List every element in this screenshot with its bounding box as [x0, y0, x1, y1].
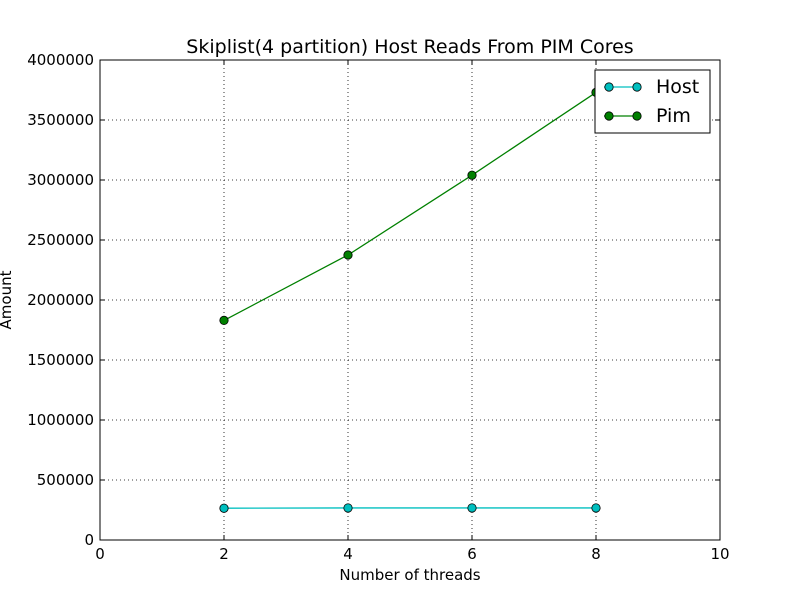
data-point-pim	[219, 315, 229, 325]
axis-ticks: 0 2 4 6 8 10 0 500000 1000000 1500000 2000000 25000…	[27, 51, 729, 563]
y-tick-label: 1500000	[27, 351, 94, 369]
data-point-host	[343, 503, 353, 513]
y-tick-label: 3000000	[27, 171, 94, 189]
legend-label-pim: Pim	[656, 105, 691, 127]
x-tick-label: 4	[343, 545, 353, 563]
x-tick-label: 2	[219, 545, 229, 563]
data-point-host	[467, 503, 477, 513]
legend-marker-host	[604, 82, 614, 92]
y-tick-label: 4000000	[27, 51, 94, 69]
x-tick-label: 6	[467, 545, 477, 563]
data-point-pim	[343, 250, 353, 260]
data-point-host	[591, 503, 601, 513]
y-axis-label: Amount	[0, 270, 15, 329]
x-tick-label: 0	[95, 545, 105, 563]
legend: Host Pim	[594, 69, 711, 134]
y-tick-label: 500000	[37, 471, 94, 489]
y-tick-label: 3500000	[27, 111, 94, 129]
series-layer	[219, 87, 601, 513]
legend-label-host: Host	[656, 76, 699, 98]
y-tick-label: 2500000	[27, 231, 94, 249]
y-tick-label: 1000000	[27, 411, 94, 429]
chart-title: Skiplist(4 partition) Host Reads From PI…	[186, 36, 633, 58]
legend-marker-pim	[632, 111, 642, 121]
x-tick-label: 8	[591, 545, 601, 563]
series-line-pim	[223, 91, 597, 321]
x-axis-label: Number of threads	[339, 566, 480, 584]
legend-marker-pim	[604, 111, 614, 121]
x-tick-label: 10	[710, 545, 729, 563]
y-tick-label: 2000000	[27, 291, 94, 309]
plot-frame	[99, 59, 721, 541]
data-point-host	[219, 503, 229, 513]
legend-box	[594, 69, 711, 134]
data-point-pim	[467, 170, 477, 180]
legend-marker-host	[632, 82, 642, 92]
y-tick-label: 0	[84, 531, 94, 549]
